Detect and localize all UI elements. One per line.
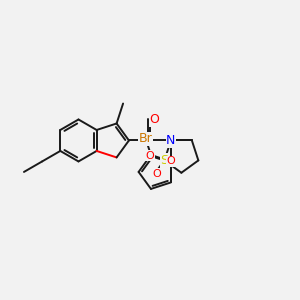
Text: O: O xyxy=(146,151,154,161)
Text: S: S xyxy=(160,154,168,167)
Text: O: O xyxy=(150,113,160,126)
Text: O: O xyxy=(167,156,175,167)
Text: N: N xyxy=(166,134,176,147)
Text: Br: Br xyxy=(139,133,153,146)
Text: O: O xyxy=(152,169,161,179)
